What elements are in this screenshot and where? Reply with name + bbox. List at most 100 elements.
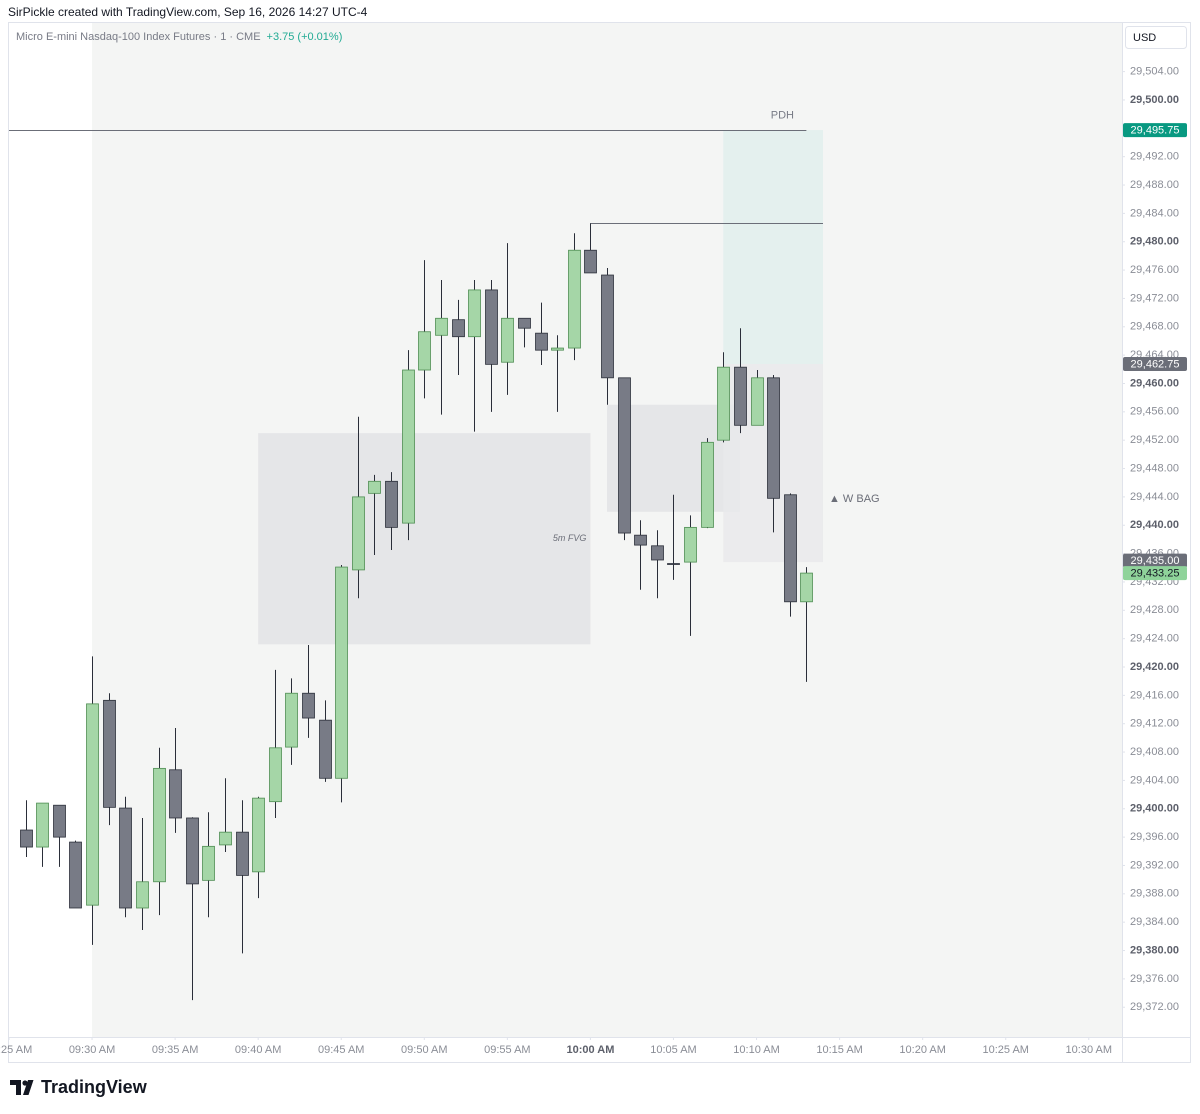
level-label: PDH xyxy=(771,109,794,121)
x-tick-label: 09:55 AM xyxy=(484,1044,530,1056)
currency-box[interactable] xyxy=(1125,26,1187,49)
candle-body xyxy=(701,441,714,528)
candle-body xyxy=(368,480,381,494)
price-label-box xyxy=(1123,553,1187,568)
brand: TradingView xyxy=(41,1077,148,1097)
y-tick-label: 29,388.00 xyxy=(1130,888,1179,900)
y-tick-label: 29,396.00 xyxy=(1130,831,1179,843)
x-tick-label: 10:00 AM xyxy=(566,1044,614,1056)
zone xyxy=(723,130,823,364)
x-tick-label: 09:35 AM xyxy=(152,1044,198,1056)
candle-body xyxy=(667,563,680,565)
price-label: 29,462.75 xyxy=(1131,358,1180,370)
candle-body xyxy=(169,769,182,819)
candle-body xyxy=(20,829,33,848)
candle-body xyxy=(435,317,448,336)
candle-body xyxy=(418,331,431,371)
y-tick-label: 29,408.00 xyxy=(1130,746,1179,758)
logo-mark xyxy=(10,1080,21,1095)
candle-body xyxy=(601,274,614,379)
y-tick-label: 29,484.00 xyxy=(1130,207,1179,219)
frame xyxy=(8,22,1191,1063)
y-tick-label: 29,488.00 xyxy=(1130,179,1179,191)
y-tick-label: 29,400.00 xyxy=(1130,803,1179,815)
candle-body xyxy=(535,332,548,351)
currency[interactable]: USD xyxy=(1133,32,1156,44)
y-tick-label: 29,504.00 xyxy=(1130,66,1179,78)
candle-body xyxy=(202,845,215,881)
candle-body xyxy=(751,377,764,426)
y-tick-label: 29,384.00 xyxy=(1130,916,1179,928)
y-tick-label: 29,440.00 xyxy=(1130,519,1179,531)
x-tick-label: 09:50 AM xyxy=(401,1044,447,1056)
y-tick-label: 29,376.00 xyxy=(1130,973,1179,985)
y-tick-label: 29,372.00 xyxy=(1130,1001,1179,1013)
candle-body xyxy=(800,572,813,603)
x-tick-label: 10:15 AM xyxy=(816,1044,862,1056)
candle-body xyxy=(717,366,730,441)
candle-body xyxy=(634,534,647,546)
y-tick-label: 29,476.00 xyxy=(1130,264,1179,276)
candle-body xyxy=(501,317,514,363)
x-tick-label: 09:40 AM xyxy=(235,1044,281,1056)
candle-body xyxy=(302,692,315,719)
candle-body xyxy=(468,289,481,338)
y-tick-label: 29,468.00 xyxy=(1130,321,1179,333)
x-tick-label: 10:10 AM xyxy=(733,1044,779,1056)
logo-dot xyxy=(22,1080,28,1086)
plot-area: 5m FVG PDH ▲ W BAG xyxy=(9,22,1122,1037)
y-tick-label: 29,500.00 xyxy=(1130,94,1179,106)
price-label: 29,435.00 xyxy=(1131,555,1180,567)
y-tick-label: 29,392.00 xyxy=(1130,859,1179,871)
credit: SirPickle created with TradingView.com, … xyxy=(8,5,368,19)
candle-body xyxy=(153,767,166,883)
y-tick-label: 29,460.00 xyxy=(1130,377,1179,389)
candle-body xyxy=(86,703,99,906)
candle-body xyxy=(767,377,780,499)
zone-label: 5m FVG xyxy=(553,533,587,543)
symbol-title: Micro E-mini Nasdaq-100 Index Futures · … xyxy=(16,31,261,43)
candle-body xyxy=(651,545,664,561)
candle-body xyxy=(119,807,132,909)
y-tick-label: 29,428.00 xyxy=(1130,604,1179,616)
x-tick-label: 10:05 AM xyxy=(650,1044,696,1056)
zone xyxy=(258,433,591,645)
candle-body xyxy=(186,817,199,885)
logo-slash xyxy=(23,1080,34,1095)
x-tick-label: 09:30 AM xyxy=(69,1044,115,1056)
y-tick-label: 29,424.00 xyxy=(1130,633,1179,645)
price-label-box xyxy=(1123,356,1187,371)
candle-body xyxy=(285,692,298,748)
candle-body xyxy=(352,496,365,571)
y-tick-label: 29,456.00 xyxy=(1130,406,1179,418)
x-tick-label: 09:45 AM xyxy=(318,1044,364,1056)
candle-body xyxy=(518,317,531,329)
x-tick-label: 09:25 AM xyxy=(0,1044,32,1056)
symbol-change: +3.75 (+0.01%) xyxy=(267,31,343,43)
y-tick-label: 29,492.00 xyxy=(1130,151,1179,163)
y-tick-label: 29,480.00 xyxy=(1130,236,1179,248)
candle-body xyxy=(734,366,747,426)
candle-body xyxy=(784,494,797,603)
candle-body xyxy=(335,566,348,779)
annotation: ▲ W BAG xyxy=(829,493,880,505)
candle-body xyxy=(269,747,282,803)
y-tick-label: 29,380.00 xyxy=(1130,944,1179,956)
candle-body xyxy=(385,480,398,528)
y-tick-label: 29,420.00 xyxy=(1130,661,1179,673)
candle-body xyxy=(252,797,265,873)
y-tick-label: 29,416.00 xyxy=(1130,689,1179,701)
candle-body xyxy=(402,369,415,524)
x-tick-label: 10:25 AM xyxy=(982,1044,1028,1056)
candle-body xyxy=(103,699,116,808)
y-tick-label: 29,444.00 xyxy=(1130,491,1179,503)
candle-body xyxy=(551,347,564,351)
x-tick-label: 10:30 AM xyxy=(1066,1044,1112,1056)
candle-body xyxy=(53,804,66,838)
price-label-box xyxy=(1123,566,1187,581)
y-tick-label: 29,412.00 xyxy=(1130,718,1179,730)
candle-body xyxy=(319,719,332,779)
axes: 29,504.0029,500.0029,496.0029,492.0029,4… xyxy=(0,66,1187,1056)
price-label: 29,433.25 xyxy=(1131,567,1180,579)
